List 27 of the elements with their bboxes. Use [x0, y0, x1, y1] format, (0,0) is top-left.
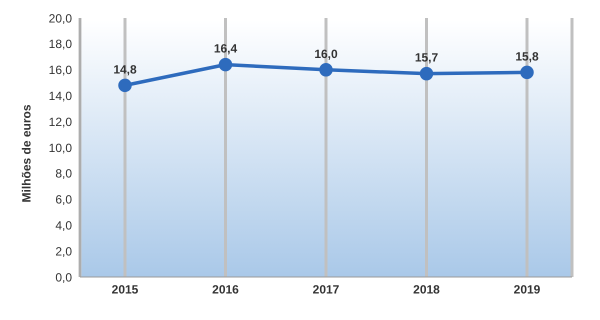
- x-tick-label: 2016: [212, 282, 240, 297]
- point: [319, 63, 333, 77]
- y-tick-label: 2,0: [55, 244, 72, 258]
- point: [520, 66, 534, 80]
- data-label: 14,8: [113, 62, 137, 76]
- y-tick-label: 20,0: [48, 11, 72, 26]
- y-tick-label: 10,0: [48, 140, 72, 155]
- y-tick-label: 0,0: [55, 270, 72, 284]
- x-tick-label: 2017: [312, 282, 340, 297]
- data-label: 15,7: [414, 50, 438, 65]
- y-tick-label: 16,0: [48, 63, 72, 78]
- data-label: 16,4: [214, 42, 238, 56]
- point: [118, 78, 132, 92]
- data-label: 16,0: [314, 46, 338, 61]
- point: [218, 58, 232, 72]
- x-tick-label: 2019: [514, 282, 541, 297]
- y-tick-label: 8,0: [55, 166, 72, 181]
- y-tick-label: 4,0: [55, 218, 72, 232]
- point: [420, 66, 434, 80]
- y-tick-label: 12,0: [48, 114, 72, 129]
- y-tick-label: 14,0: [48, 88, 72, 103]
- x-tick-label: 2018: [413, 282, 440, 297]
- x-tick-label: 2015: [112, 282, 139, 297]
- y-axis-title: Milhões de euros: [19, 104, 34, 202]
- data-label: 15,8: [515, 49, 539, 64]
- y-tick-label: 18,0: [48, 37, 72, 52]
- y-tick-label: 6,0: [55, 192, 72, 207]
